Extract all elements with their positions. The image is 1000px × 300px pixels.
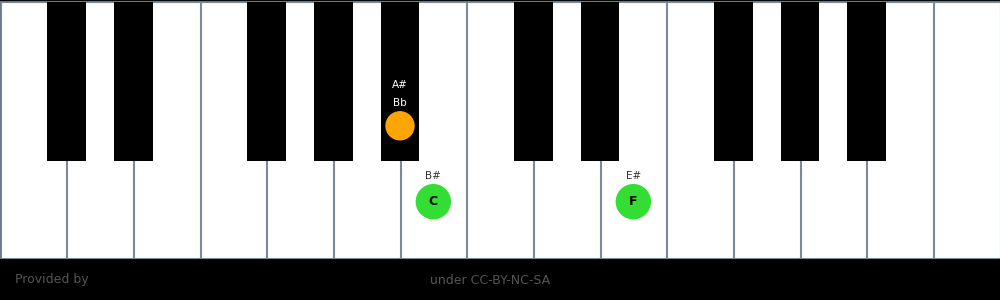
Text: Bb: Bb — [393, 98, 407, 108]
Bar — [334, 2, 400, 258]
Bar — [47, 2, 86, 161]
Bar — [314, 2, 353, 161]
Bar — [381, 2, 419, 161]
Text: F: F — [629, 195, 638, 208]
Text: C: C — [429, 195, 438, 208]
Bar — [514, 2, 553, 161]
Bar — [714, 2, 753, 161]
Bar — [581, 2, 619, 161]
Bar — [781, 2, 819, 161]
Circle shape — [616, 185, 650, 219]
Bar — [800, 2, 866, 258]
Bar — [667, 2, 733, 258]
Bar — [247, 2, 286, 161]
Bar — [67, 2, 133, 258]
Text: B#: B# — [425, 171, 441, 181]
Text: under CC-BY-NC-SA: under CC-BY-NC-SA — [430, 274, 550, 286]
Bar — [734, 2, 800, 258]
Bar — [114, 2, 153, 161]
Bar — [0, 2, 1000, 258]
Bar — [847, 2, 886, 161]
Circle shape — [386, 112, 414, 140]
Text: E#: E# — [626, 171, 641, 181]
Bar — [400, 2, 466, 258]
Text: Provided by: Provided by — [15, 274, 89, 286]
Bar — [0, 2, 66, 258]
Bar — [934, 2, 1000, 258]
Circle shape — [416, 185, 450, 219]
Bar — [0, 260, 1000, 300]
Bar — [534, 2, 600, 258]
Text: A#: A# — [392, 80, 408, 90]
Bar — [267, 2, 333, 258]
Bar — [134, 2, 200, 258]
Bar — [600, 2, 666, 258]
Bar — [200, 2, 266, 258]
Bar — [867, 2, 933, 258]
Bar — [467, 2, 533, 258]
